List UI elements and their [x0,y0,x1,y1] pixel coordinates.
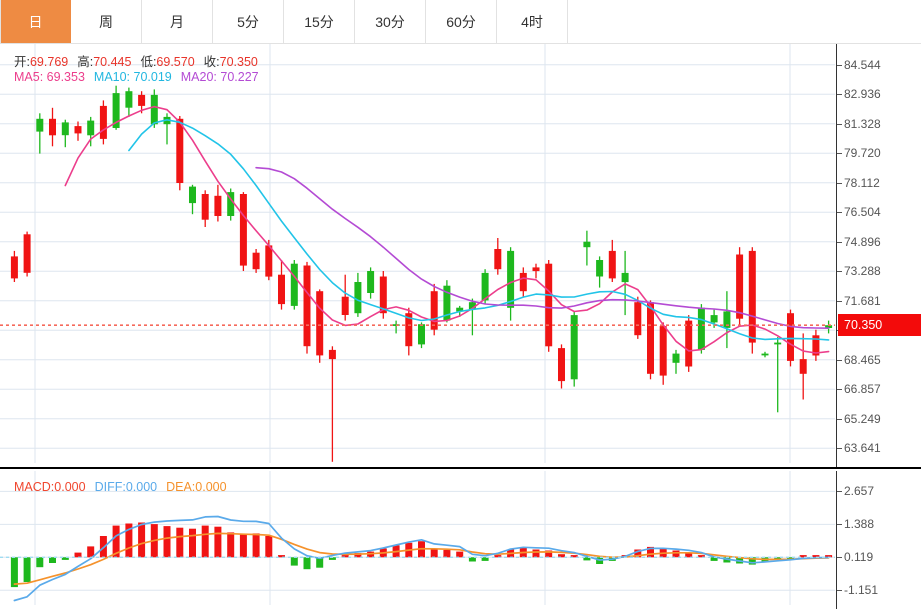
price-tick [837,418,842,420]
macd-tick-label: 2.657 [844,484,875,499]
period-tabbar: 日 周 月 5分 15分 30分 60分 4时 [0,0,921,44]
candlestick-plot[interactable] [0,44,921,469]
macd-tick-label: -1.151 [844,583,879,598]
tab-label: 30分 [375,13,405,30]
macd-plot[interactable] [0,471,921,609]
last-price-badge: 70.350 [838,314,921,337]
macd-chart-pane[interactable]: MACD:0.000 DIFF:0.000 DEA:0.000 2.657 1.388… [0,471,921,609]
tab-6[interactable]: 60分 [426,0,497,43]
price-tick-label: 73.288 [844,264,881,279]
tab-label: 60分 [446,13,476,30]
tab-4[interactable]: 15分 [284,0,355,43]
macd-tick-label: 0.119 [844,550,874,565]
tab-0[interactable]: 日 [0,0,71,43]
price-tick-label: 84.544 [844,57,881,72]
tab-5[interactable]: 30分 [355,0,426,43]
macd-tick [837,557,842,559]
tab-label: 周 [99,13,113,30]
macd-tick-label: 1.388 [844,517,875,532]
macd-tick [837,590,842,592]
price-tick [837,271,842,273]
tab-1[interactable]: 周 [71,0,142,43]
price-chart-pane[interactable]: 开:69.769 高:70.445 低:69.570 收:70.350 MA5: 69… [0,44,921,469]
price-tick [837,389,842,391]
price-tick-label: 79.720 [844,146,881,161]
price-tick [837,182,842,184]
price-tick [837,94,842,96]
price-tick-label: 71.681 [844,293,881,308]
price-tick-label: 76.504 [844,205,881,220]
tab-label: 月 [170,13,184,30]
price-tick-label: 68.465 [844,352,881,367]
tab-7[interactable]: 4时 [497,0,568,43]
price-tick [837,359,842,361]
price-tick [837,300,842,302]
tab-label: 4时 [521,13,543,30]
tab-3[interactable]: 5分 [213,0,284,43]
price-tick [837,153,842,155]
tab-label: 5分 [237,13,259,30]
price-tick-label: 81.328 [844,116,881,131]
macd-tick [837,524,842,526]
price-tick-label: 82.936 [844,87,881,102]
tab-label: 日 [28,13,43,30]
price-tick [837,241,842,243]
price-tick [837,212,842,214]
price-tick-label: 74.896 [844,234,881,249]
price-tick-label: 66.857 [844,382,881,397]
price-tick [837,123,842,125]
price-tick [837,64,842,66]
price-tick-label: 78.112 [844,175,880,190]
tab-label: 15分 [304,13,334,30]
macd-tick [837,491,842,493]
price-axis: 84.544 82.936 81.328 79.720 78.112 76.504 74.8… [836,44,921,467]
price-tick [837,448,842,450]
price-tick-label: 65.249 [844,411,881,426]
macd-axis: 2.657 1.388 0.119 -1.151 [836,471,921,609]
price-tick-label: 63.641 [844,441,881,456]
tab-2[interactable]: 月 [142,0,213,43]
